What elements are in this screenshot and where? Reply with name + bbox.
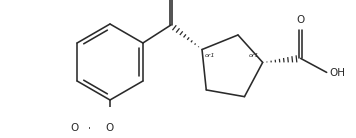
Text: O: O [106, 123, 114, 133]
Text: O: O [297, 15, 305, 25]
Text: or1: or1 [249, 53, 260, 58]
Text: O: O [71, 123, 79, 133]
Text: OH: OH [330, 68, 346, 78]
Text: or1: or1 [205, 53, 215, 58]
